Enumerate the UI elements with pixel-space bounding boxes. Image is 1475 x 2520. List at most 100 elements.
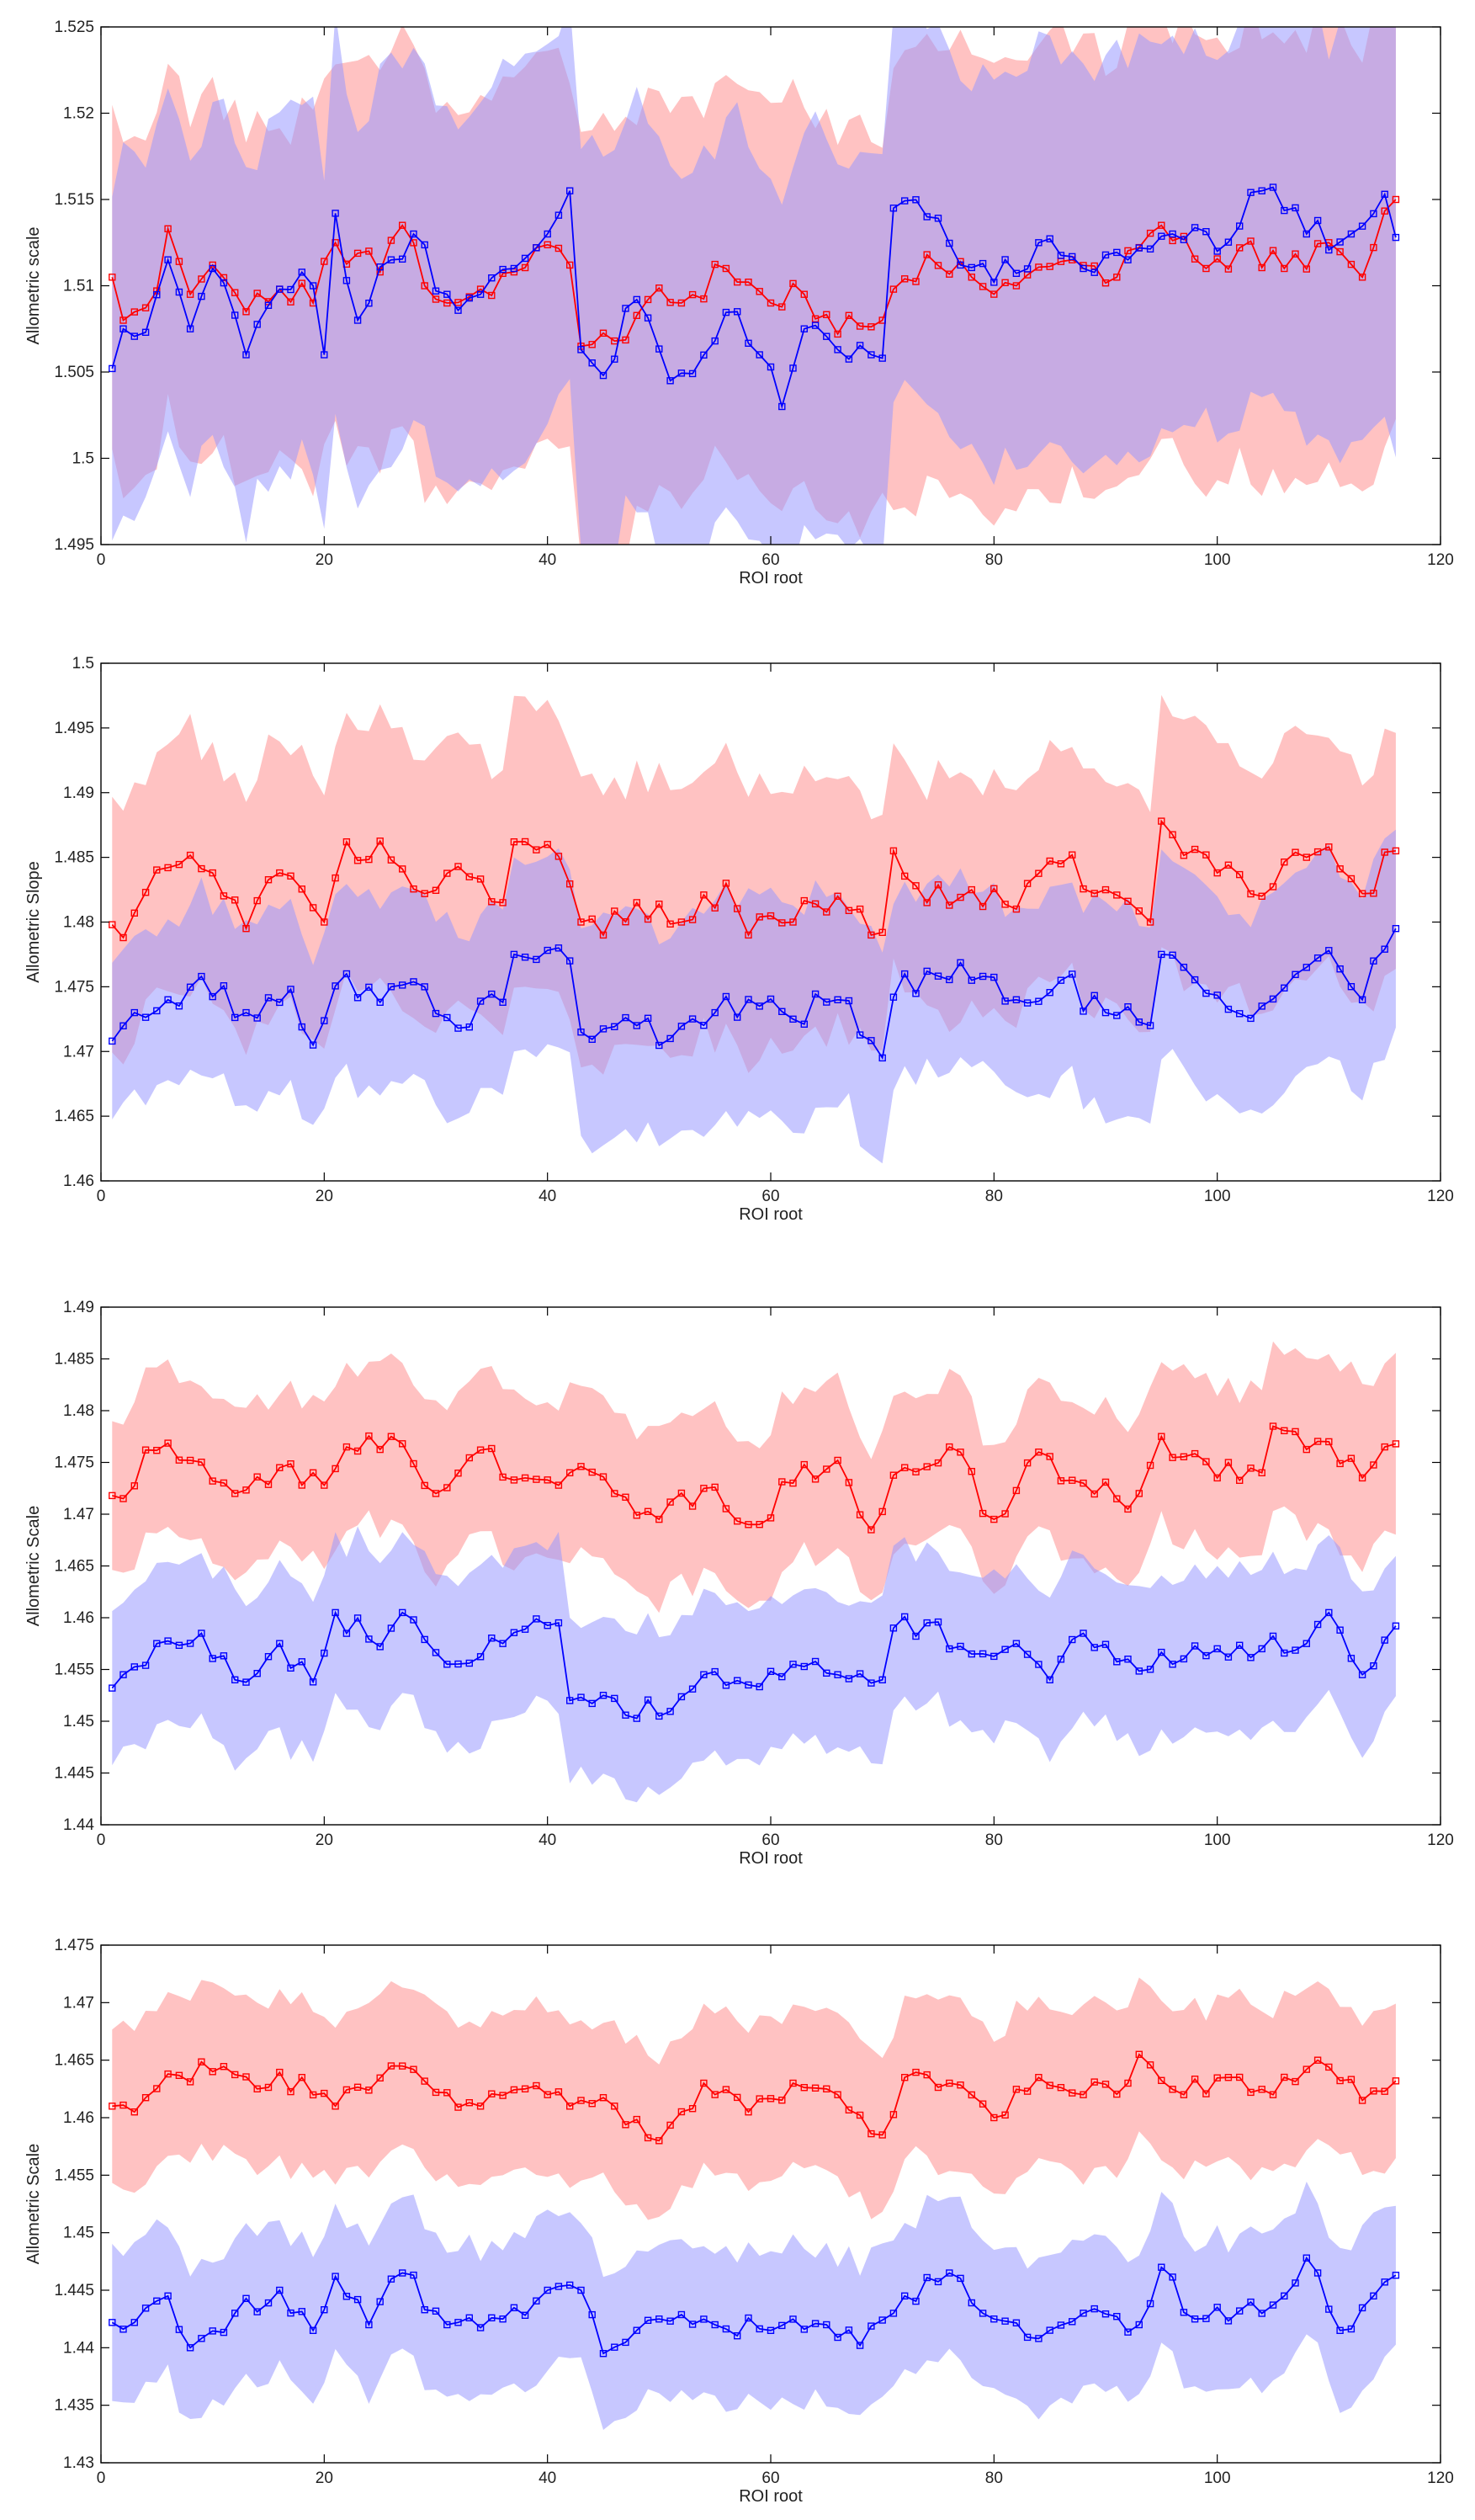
data-point xyxy=(789,1479,797,1487)
y-tick-label: 1.435 xyxy=(54,2397,94,2415)
data-point xyxy=(577,918,585,926)
data-point xyxy=(1269,183,1277,191)
data-point xyxy=(979,972,987,981)
y-tick-label: 1.5 xyxy=(72,450,94,468)
data-point xyxy=(130,1008,139,1017)
data-point xyxy=(633,295,640,304)
x-axis-label: ROI root xyxy=(739,1849,803,1868)
data-point xyxy=(655,1041,663,1050)
data-point xyxy=(990,1652,998,1661)
data-point xyxy=(767,995,775,1003)
x-axis-label: ROI root xyxy=(739,569,803,587)
y-tick-label: 1.495 xyxy=(54,720,94,737)
data-point xyxy=(1180,964,1188,971)
data-point xyxy=(566,1469,574,1477)
data-point xyxy=(1303,265,1311,273)
data-point xyxy=(365,1635,373,1643)
data-point xyxy=(1090,890,1098,897)
data-point xyxy=(1235,2073,1244,2081)
data-point xyxy=(443,299,451,307)
data-point xyxy=(164,2070,172,2078)
data-point xyxy=(688,1015,697,1023)
data-point xyxy=(309,2091,317,2099)
data-point xyxy=(1358,222,1366,230)
data-point xyxy=(1213,1474,1221,1482)
data-point xyxy=(800,2326,808,2333)
data-point xyxy=(410,978,417,986)
data-point xyxy=(186,983,194,991)
data-point xyxy=(454,2103,462,2111)
data-point xyxy=(287,2087,294,2096)
data-point xyxy=(1258,187,1265,194)
data-point xyxy=(220,2328,228,2337)
data-point xyxy=(1090,1490,1098,1498)
data-point xyxy=(488,2314,496,2321)
data-point xyxy=(186,1456,194,1465)
data-point xyxy=(700,295,708,303)
data-point xyxy=(399,221,406,229)
y-tick-label: 1.455 xyxy=(54,2166,94,2184)
data-point xyxy=(711,904,719,912)
data-point xyxy=(1012,282,1021,290)
data-point xyxy=(276,998,284,1007)
data-point xyxy=(1090,262,1098,270)
data-point xyxy=(734,308,741,316)
data-point xyxy=(1313,2056,1322,2064)
data-point xyxy=(700,1022,708,1029)
data-point xyxy=(376,263,384,271)
data-point xyxy=(1336,238,1344,246)
data-point xyxy=(1247,237,1255,245)
data-point xyxy=(175,2326,183,2333)
data-point xyxy=(1292,1427,1299,1436)
data-point xyxy=(666,299,674,306)
data-point xyxy=(109,1491,116,1500)
data-point xyxy=(1012,1486,1021,1495)
data-point xyxy=(309,1469,317,1477)
data-point xyxy=(811,990,820,998)
data-point xyxy=(946,270,953,278)
data-point xyxy=(410,885,417,893)
data-point xyxy=(309,2326,317,2334)
data-point xyxy=(1202,989,1210,997)
data-point xyxy=(1303,853,1311,861)
x-tick-label: 20 xyxy=(316,2469,333,2487)
data-point xyxy=(276,285,284,293)
data-point xyxy=(454,863,462,870)
data-point xyxy=(432,1649,440,1656)
data-point xyxy=(365,855,373,864)
data-point xyxy=(845,1675,853,1683)
data-point xyxy=(878,928,886,936)
data-point xyxy=(376,1643,384,1651)
data-point xyxy=(432,295,440,303)
data-point xyxy=(1001,1510,1009,1518)
data-point xyxy=(454,299,462,306)
data-point xyxy=(856,905,864,913)
data-point xyxy=(566,880,574,888)
data-point xyxy=(1292,204,1299,212)
data-point xyxy=(1080,2310,1087,2317)
data-point xyxy=(421,2077,428,2085)
data-point xyxy=(1146,1666,1154,1673)
data-point xyxy=(1124,247,1132,255)
data-point xyxy=(1292,848,1299,856)
data-point xyxy=(1035,1448,1043,1456)
data-point xyxy=(1336,1626,1344,1634)
data-point xyxy=(1146,245,1154,253)
x-tick-label: 80 xyxy=(985,2469,1003,2487)
data-point xyxy=(946,239,953,247)
data-point xyxy=(1035,997,1043,1005)
data-point xyxy=(1012,1640,1021,1647)
y-tick-label: 1.46 xyxy=(63,1609,94,1627)
data-point xyxy=(321,918,328,926)
data-point xyxy=(510,2086,518,2094)
data-point xyxy=(1080,264,1087,273)
data-point xyxy=(209,869,216,877)
data-point xyxy=(410,2271,417,2279)
data-point xyxy=(1101,1008,1110,1017)
data-point xyxy=(164,1637,172,1645)
data-point xyxy=(811,1475,820,1483)
data-point xyxy=(454,1660,462,1668)
data-point xyxy=(1113,1658,1121,1666)
data-point xyxy=(1090,1644,1098,1651)
y-tick-label: 1.47 xyxy=(63,1043,94,1061)
